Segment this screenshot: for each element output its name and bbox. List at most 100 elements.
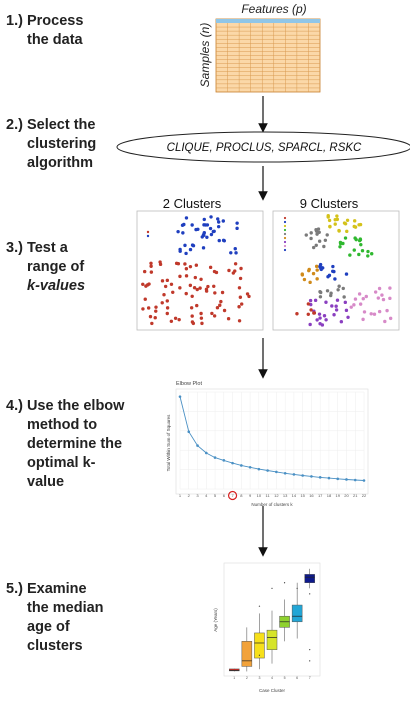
scatter-point	[227, 268, 231, 273]
legend-red-swatch	[146, 230, 150, 234]
elbow-point	[231, 461, 234, 465]
scatter-point	[213, 291, 217, 295]
scatter-point	[188, 247, 193, 252]
matrix-grid	[216, 23, 320, 92]
elbow-point	[240, 464, 243, 467]
scatter-point	[362, 310, 367, 314]
scatter-point	[295, 312, 299, 316]
scatter-point	[190, 314, 194, 318]
scatter-point	[329, 293, 333, 298]
scatter-point	[182, 222, 186, 227]
scatter-point	[315, 268, 319, 272]
box-outlier	[309, 593, 311, 595]
scatter-point	[352, 219, 357, 223]
scatter-point	[216, 217, 220, 221]
x-tick-label: 7	[309, 676, 311, 680]
boxplot-y-label: Age (Years)	[213, 608, 218, 632]
x-tick-label: 14	[292, 493, 297, 498]
scatter-point	[144, 284, 148, 288]
scatter-point	[247, 294, 251, 299]
scatter-point	[330, 304, 334, 308]
elbow-point	[327, 476, 331, 480]
scatter-point	[343, 236, 348, 240]
scatter-point	[199, 316, 204, 320]
elbow-point	[266, 469, 269, 472]
scatter-point	[184, 251, 188, 256]
step-text: Test a	[26, 240, 68, 256]
step-number: 3.)	[6, 240, 23, 256]
x-tick-label: 6	[296, 676, 298, 680]
scatter-point	[318, 316, 322, 320]
scatter-point	[331, 264, 335, 269]
scatter-point	[173, 316, 178, 320]
legend-swatch	[283, 232, 287, 236]
scatter-point	[325, 289, 330, 293]
scatter-point	[217, 238, 221, 243]
scatter-point	[209, 232, 214, 237]
scatter-point	[219, 299, 223, 304]
elbow-point	[336, 477, 340, 481]
x-tick-label: 21	[353, 493, 358, 498]
elbow-point	[362, 479, 366, 482]
legend-swatch	[283, 220, 287, 224]
scatter-point	[153, 316, 157, 320]
scatter-point	[309, 231, 313, 235]
elbow-point	[283, 471, 287, 475]
scatter-point	[317, 230, 321, 235]
scatter-point	[201, 246, 206, 250]
scatter-point	[150, 321, 154, 326]
scatter-point	[160, 301, 164, 305]
two-clusters-panel	[136, 210, 264, 331]
scatter-point	[141, 307, 145, 311]
scatter-point	[376, 296, 381, 300]
scatter-point	[326, 213, 330, 218]
scatter-point	[190, 243, 195, 247]
elbow-point	[275, 470, 278, 474]
scatter-point	[357, 252, 361, 257]
scatter-point	[333, 277, 337, 281]
scatter-point	[233, 246, 237, 251]
scatter-point	[165, 299, 169, 303]
x-tick-label: 22	[362, 493, 367, 498]
scatter-point	[141, 282, 145, 287]
scatter-point	[208, 265, 213, 270]
scatter-point	[181, 231, 185, 235]
x-tick-label: 7	[231, 493, 234, 498]
scatter-point	[237, 319, 242, 323]
scatter-point	[216, 220, 221, 224]
scatter-point	[200, 321, 204, 326]
x-tick-label: 9	[249, 493, 252, 498]
legend-swatch	[283, 244, 287, 248]
step-5-label: 5.) Examine the median age of clusters	[6, 580, 104, 656]
legend-swatch	[283, 240, 287, 244]
scatter-point	[380, 293, 384, 297]
x-tick-label: 20	[344, 493, 349, 498]
scatter-point	[311, 245, 316, 250]
scatter-point	[221, 238, 226, 243]
scatter-point	[178, 249, 182, 253]
scatter-point	[307, 268, 311, 273]
elbow-x-label: Number of clusters k	[251, 502, 293, 507]
scatter-point	[353, 236, 357, 240]
step-text: age of	[27, 619, 70, 635]
samples-label: Samples (n)	[198, 23, 212, 88]
scatter-point	[338, 245, 342, 249]
scatter-point	[209, 215, 213, 219]
scatter-point	[337, 284, 341, 288]
x-tick-label: 13	[283, 493, 288, 498]
step-1-label: 1.) Process the data	[6, 12, 83, 50]
nine-clusters-points	[283, 213, 393, 327]
x-tick-label: 12	[274, 493, 279, 498]
scatter-point	[149, 264, 153, 268]
scatter-point	[212, 229, 216, 233]
scatter-point	[335, 217, 340, 222]
step-text: value	[27, 474, 65, 490]
scatter-point	[300, 272, 304, 276]
scatter-point	[366, 254, 370, 258]
scatter-point	[194, 263, 199, 267]
scatter-point	[178, 274, 182, 279]
box-outlier	[283, 582, 286, 584]
scatter-point	[342, 221, 347, 225]
scatter-point	[335, 214, 339, 218]
optimal-k-highlight	[227, 490, 238, 501]
